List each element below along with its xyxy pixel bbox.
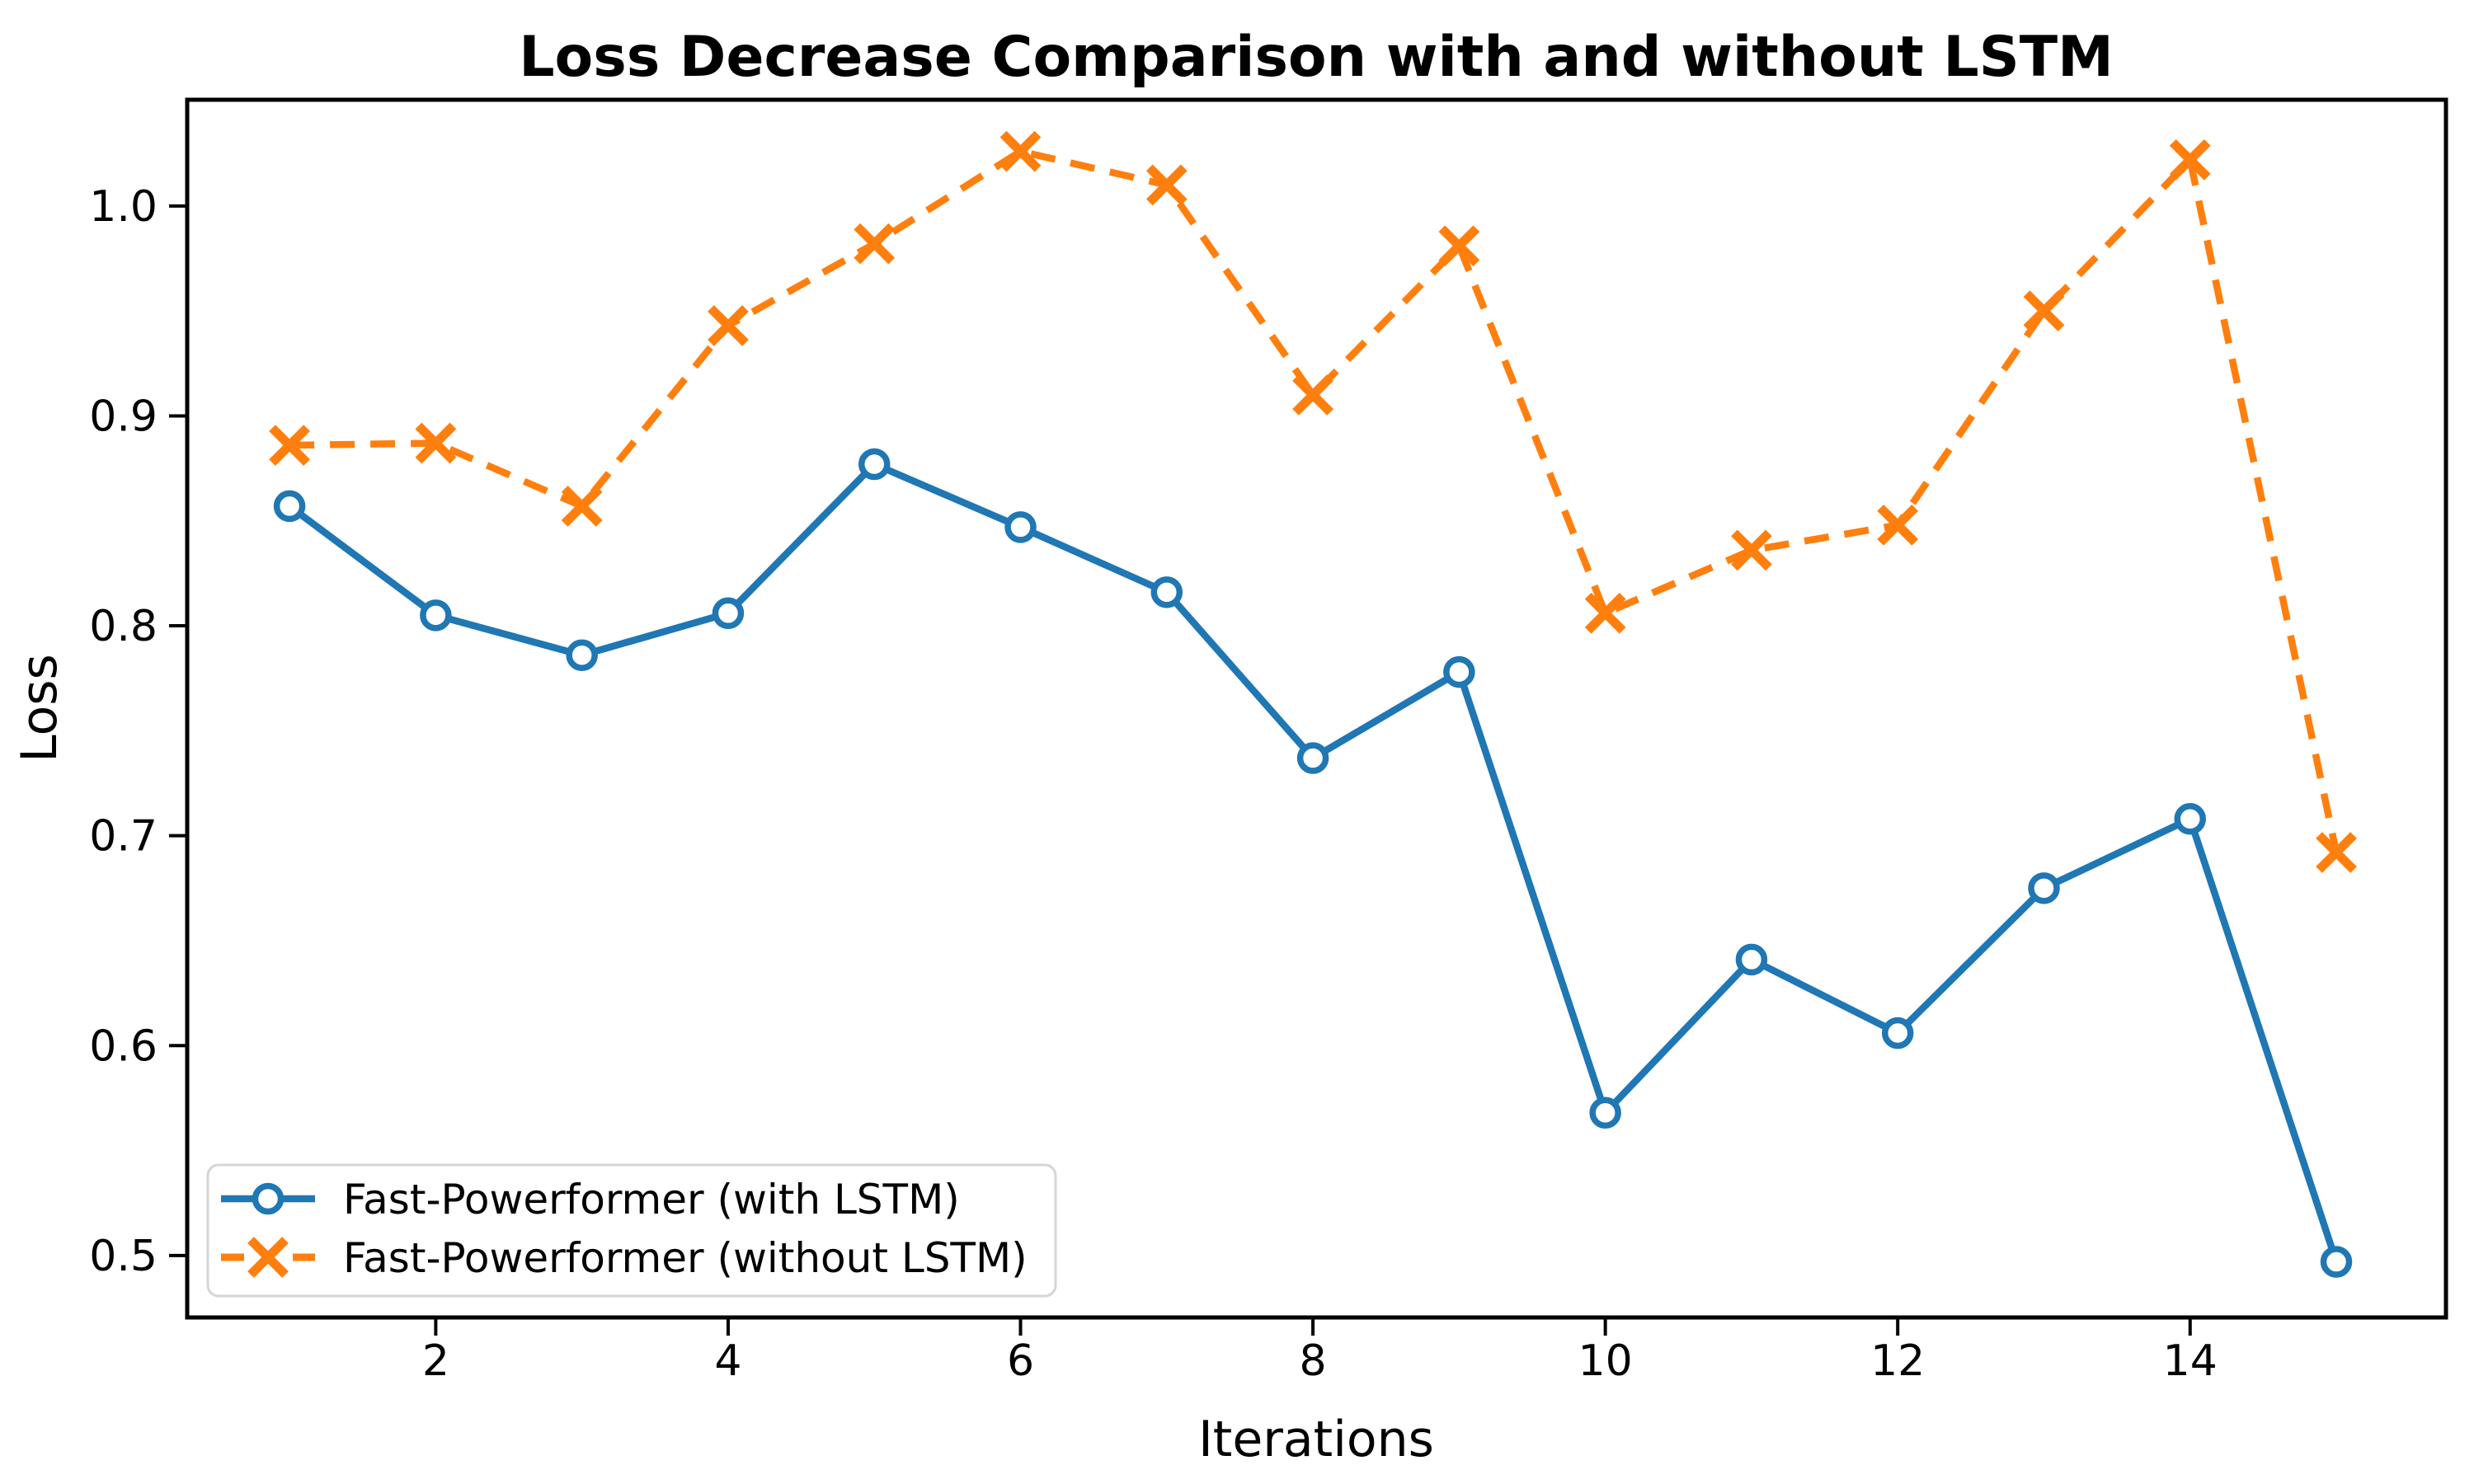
y-axis-label: Loss (11, 654, 68, 763)
legend-entry-without-lstm: Fast-Powerformer (without LSTM) (343, 1234, 1028, 1282)
x-tick-label: 14 (2163, 1336, 2218, 1386)
x-marker (1292, 374, 1333, 416)
circle-marker (2174, 803, 2207, 835)
circle-marker (273, 490, 306, 523)
y-tick-label: 0.6 (89, 1021, 158, 1071)
x-marker (1877, 504, 1919, 546)
x-marker (2169, 139, 2211, 181)
circle-marker (1881, 1017, 1914, 1050)
y-tick-label: 1.0 (89, 182, 158, 232)
x-tick-label: 12 (1870, 1336, 1925, 1386)
circle-marker (1296, 742, 1329, 774)
circle-marker (2028, 872, 2060, 904)
series (269, 130, 2357, 1278)
circle-marker (858, 448, 891, 481)
x-marker (999, 130, 1042, 172)
plot-border (185, 97, 2448, 1320)
x-marker (269, 425, 310, 466)
y-tick-label: 0.5 (89, 1232, 158, 1281)
x-marker (247, 1237, 289, 1278)
circle-marker (1589, 1097, 1621, 1129)
circle-marker (1443, 655, 1475, 688)
legend-box (206, 1163, 1057, 1298)
series-line-without-lstm (289, 148, 2340, 853)
x-marker (2316, 832, 2357, 873)
x-marker (561, 486, 603, 527)
x-marker (1584, 592, 1626, 634)
x-tick-label: 2 (422, 1336, 449, 1386)
circle-marker (1004, 511, 1037, 543)
x-tick-label: 4 (714, 1336, 741, 1386)
circle-marker (420, 599, 452, 632)
axes: 2 4 6 8 10 12 14 0.5 0.6 0.7 0.8 0.9 1.0 (89, 97, 2448, 1386)
circle-marker (1150, 576, 1183, 608)
chart-title: Loss Decrease Comparison with and withou… (519, 25, 2114, 90)
legend-entry-with-lstm: Fast-Powerformer (with LSTM) (343, 1176, 960, 1223)
x-axis-label: Iterations (1198, 1411, 1434, 1468)
legend: Fast-Powerformer (with LSTM) Fast-Powerfo… (206, 1163, 1057, 1298)
x-tick-label: 10 (1578, 1336, 1633, 1386)
circle-marker (566, 639, 598, 671)
x-marker (1145, 164, 1188, 206)
x-marker (854, 223, 896, 265)
y-tick-label: 0.9 (89, 392, 158, 441)
circle-marker (712, 597, 745, 630)
y-tick-label: 0.8 (89, 602, 158, 651)
x-marker (415, 422, 457, 464)
series-line-with-lstm (287, 460, 2340, 1263)
circle-marker (252, 1182, 285, 1215)
y-tick-label: 0.7 (89, 812, 158, 862)
x-tick-label: 8 (1300, 1336, 1327, 1386)
circle-marker (1735, 943, 1768, 976)
x-marker (708, 305, 749, 346)
x-marker (2023, 290, 2065, 332)
x-tick-label: 6 (1007, 1336, 1034, 1386)
x-marker (1731, 529, 1772, 571)
circle-marker (2320, 1246, 2353, 1278)
x-marker (1438, 225, 1480, 267)
